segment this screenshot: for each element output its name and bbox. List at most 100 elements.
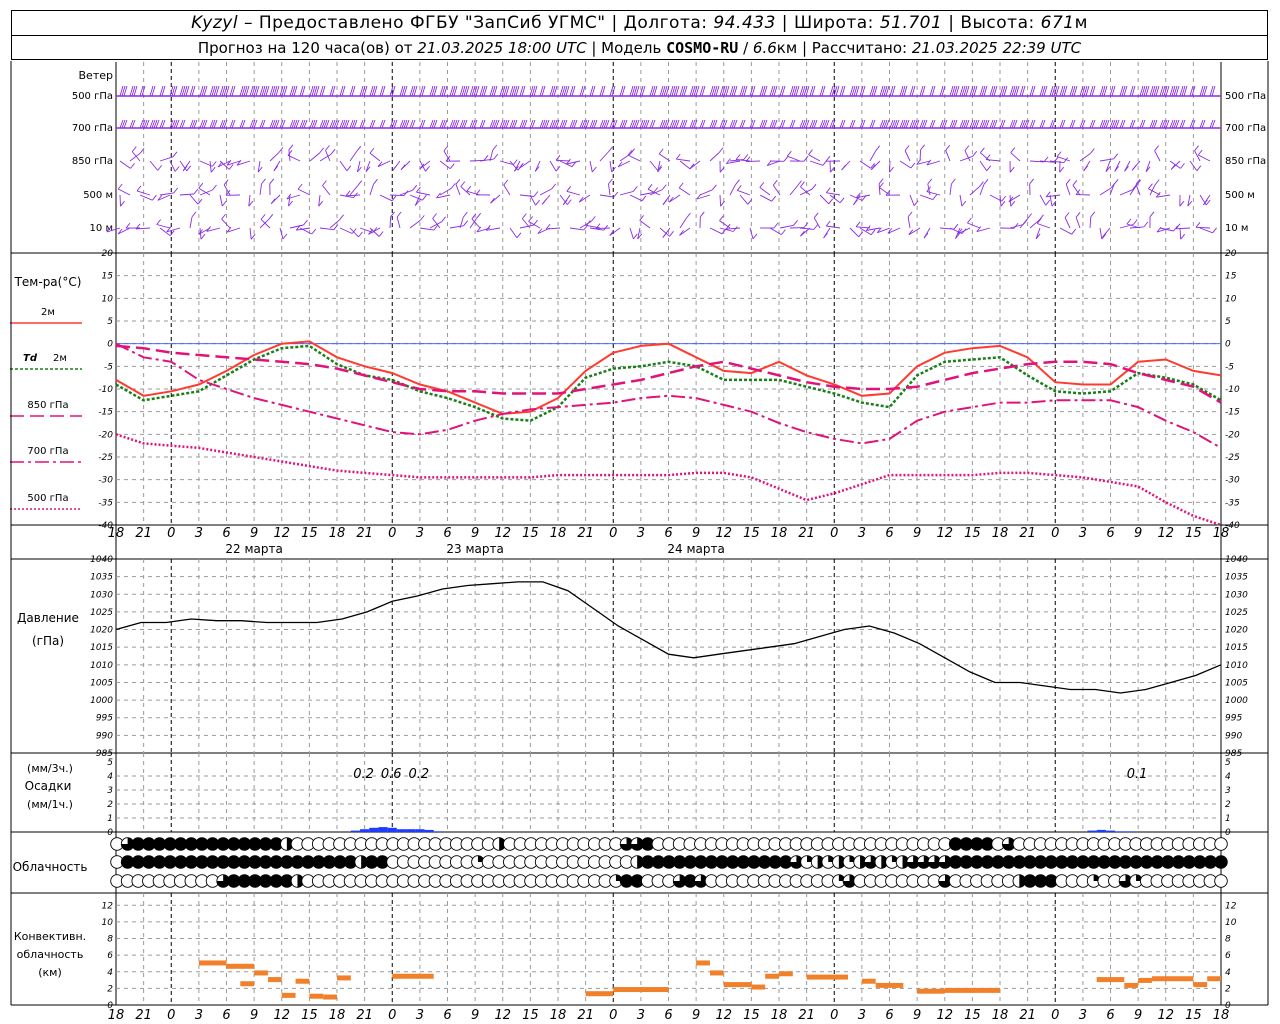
wind-barb xyxy=(359,119,364,129)
wind-barb xyxy=(217,160,231,168)
wind-barb xyxy=(916,159,922,165)
wind-barb xyxy=(825,220,831,227)
wind-barb xyxy=(571,119,576,129)
wind-barb xyxy=(349,119,354,129)
wind-barb xyxy=(813,217,821,229)
wind-barb xyxy=(501,85,506,97)
wind-barb xyxy=(1021,85,1026,97)
wind-barb xyxy=(959,85,964,97)
wind-barb xyxy=(1111,119,1116,129)
wind-barb xyxy=(713,119,718,129)
wind-barb xyxy=(341,119,346,129)
wind-barb xyxy=(976,226,982,232)
wind-barb xyxy=(1099,158,1114,162)
wind-barb xyxy=(189,85,194,97)
wind-barb xyxy=(479,119,484,129)
wind-barb xyxy=(541,199,547,205)
wind-barb xyxy=(461,119,466,129)
wind-barb xyxy=(359,85,364,97)
wind-barb xyxy=(1187,194,1191,207)
wind-barb xyxy=(433,224,439,231)
wind-barb xyxy=(323,119,328,129)
wind-barb xyxy=(1199,85,1204,97)
wind-barb xyxy=(771,119,776,129)
wind-barb xyxy=(849,227,860,238)
cloud-fill xyxy=(1119,874,1132,888)
wind-barb xyxy=(1013,223,1019,229)
cloud-fill xyxy=(238,837,251,851)
wind-barb xyxy=(621,119,626,129)
wind-barb xyxy=(489,119,494,129)
wind-barb xyxy=(221,119,226,129)
wind-barb xyxy=(143,119,148,129)
wind-barb xyxy=(181,119,186,129)
wind-barb xyxy=(861,119,866,129)
cloud-fill xyxy=(248,855,262,869)
wind-barb xyxy=(121,85,126,97)
x-tick-temp-105: 3 xyxy=(1079,526,1087,541)
wind-barb xyxy=(531,85,536,97)
wind-barb xyxy=(915,119,920,129)
wind-barb xyxy=(206,227,221,232)
wind-barb xyxy=(1045,199,1051,206)
wind-barb xyxy=(1171,119,1176,129)
wind-barb xyxy=(951,85,956,97)
header-row-station: Kyzyl – Предоставлено ФГБУ "ЗапСиб УГМС"… xyxy=(12,11,1267,36)
wind-barb xyxy=(139,194,153,201)
wind-barb xyxy=(443,145,449,152)
wind-barb xyxy=(223,119,228,129)
ytick-temp-r-20: -20 xyxy=(1225,430,1240,440)
cloud-fill xyxy=(206,837,219,851)
pressure-unit: (гПа) xyxy=(32,634,64,648)
conv-seg-17 xyxy=(765,973,779,979)
cloud-fill xyxy=(174,855,187,869)
wind-barb xyxy=(639,192,654,196)
wind-barb xyxy=(983,119,988,129)
wind-barb xyxy=(759,194,772,202)
wind-barb xyxy=(528,216,533,222)
wind-barb xyxy=(131,146,137,152)
wind-barb xyxy=(117,227,131,235)
wind-barb xyxy=(729,184,736,196)
cloud-fill xyxy=(641,837,655,851)
wind-barb xyxy=(569,119,574,129)
wind-barb xyxy=(903,85,908,97)
wind-barb xyxy=(473,85,478,97)
wind-barb xyxy=(260,219,271,229)
wind-barb xyxy=(463,85,468,97)
wind-barb xyxy=(739,194,749,205)
cloud-fill xyxy=(259,837,272,851)
wind-barb xyxy=(883,119,888,129)
cloud-fill xyxy=(269,837,283,851)
wind-barb xyxy=(309,152,320,162)
wind-barb xyxy=(432,218,441,229)
wind-barb xyxy=(721,85,726,97)
cloud-fill xyxy=(238,855,251,869)
wind-barb xyxy=(669,85,674,97)
wind-barb xyxy=(1195,226,1211,229)
wind-barb xyxy=(849,85,854,97)
wind-barb xyxy=(1189,119,1194,129)
wind-barb xyxy=(357,180,363,186)
wind-barb xyxy=(781,85,786,97)
precip-bar-109 xyxy=(1115,831,1125,832)
wind-barb xyxy=(225,190,231,196)
wind-barb xyxy=(659,227,670,237)
wind-barb xyxy=(689,163,695,170)
wind-barb xyxy=(172,151,178,158)
wind-barb xyxy=(169,119,174,129)
wind-barb xyxy=(489,85,494,97)
wind-barb xyxy=(927,178,933,185)
wind-barb xyxy=(819,194,830,205)
wind-barb xyxy=(325,150,331,162)
wind-barb xyxy=(123,85,128,97)
wind-barb xyxy=(875,145,881,152)
wind-barb xyxy=(679,160,691,170)
wind-barb xyxy=(1075,217,1081,229)
wind-barb xyxy=(1149,119,1154,129)
wind-level-right-2: 850 гПа xyxy=(1225,156,1266,167)
wind-barb xyxy=(839,197,845,204)
wind-barb xyxy=(983,179,989,185)
wind-barb xyxy=(173,119,178,129)
wind-barb xyxy=(1151,85,1156,97)
